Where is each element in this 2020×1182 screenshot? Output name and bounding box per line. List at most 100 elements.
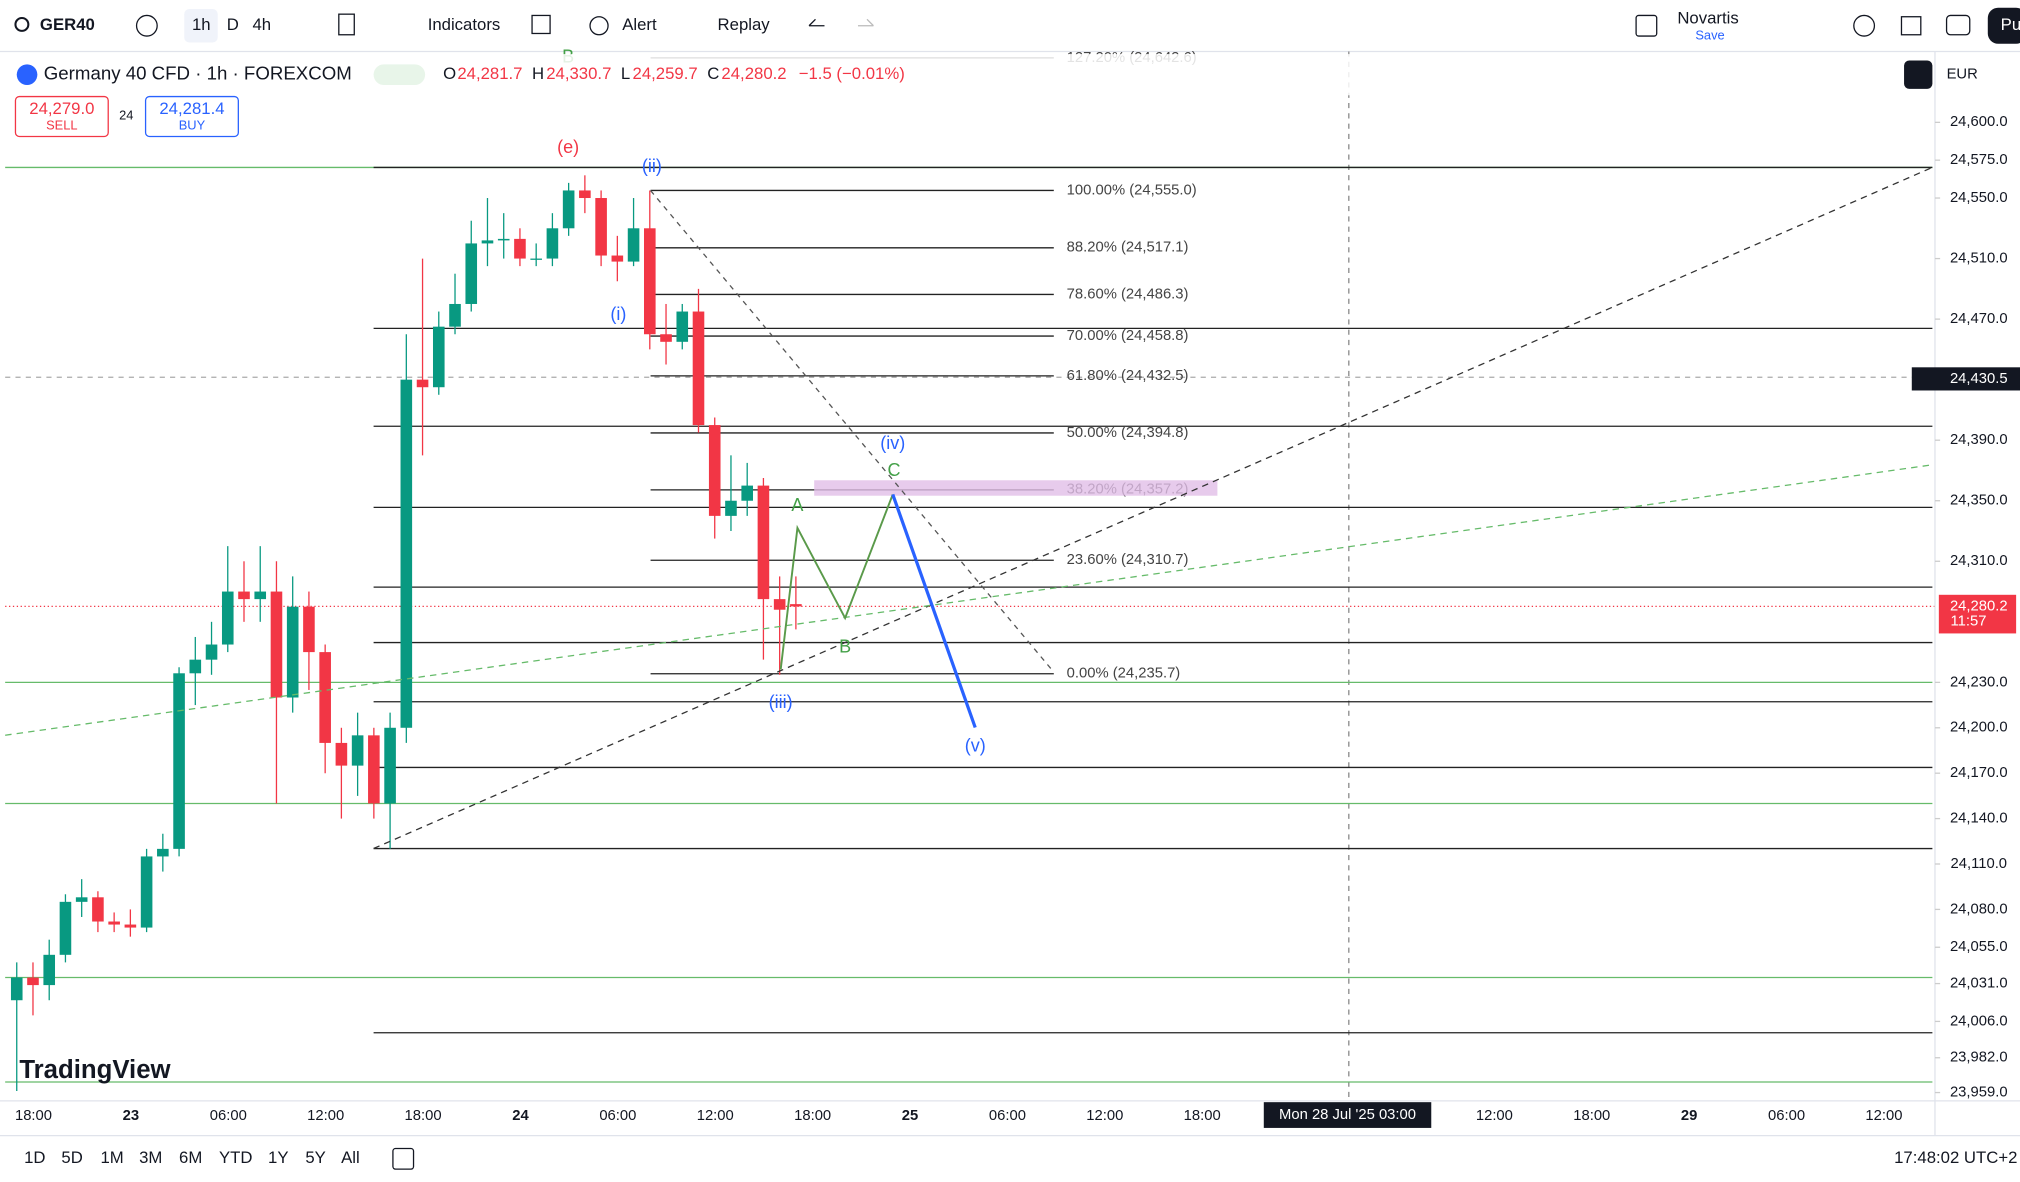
- candle-body: [140, 856, 153, 928]
- buy-button[interactable]: [144, 95, 239, 138]
- indicators-button[interactable]: Indicators: [428, 15, 501, 34]
- wave-label: C: [888, 460, 901, 480]
- candle-body: [497, 238, 510, 241]
- range-button[interactable]: 1Y: [268, 1148, 288, 1167]
- candle-body: [108, 921, 120, 925]
- search-icon[interactable]: [14, 16, 30, 32]
- candle-body: [481, 240, 494, 244]
- x-tick-label: 06:00: [599, 1108, 636, 1124]
- ohlc-value: 24,330.7: [546, 64, 611, 83]
- interval[interactable]: 4h: [253, 15, 272, 34]
- range-button[interactable]: 1D: [24, 1148, 45, 1167]
- fullscreen[interactable]: [1900, 16, 1922, 36]
- replay-button[interactable]: Replay: [718, 15, 771, 34]
- interval[interactable]: D: [227, 15, 239, 34]
- legend: Germany 40 CFD · 1h · FOREXCOM O 24,281.…: [0, 54, 1978, 138]
- alert-button[interactable]: Alert: [622, 15, 657, 34]
- redo[interactable]: [857, 18, 874, 27]
- y-tick-label: 24,575.0: [1950, 152, 2008, 168]
- publish-bg[interactable]: [1987, 7, 2020, 44]
- candle-body: [465, 243, 478, 304]
- sell-button[interactable]: [14, 95, 109, 138]
- date-range-icon[interactable]: [392, 1147, 415, 1170]
- x-tick-label: 12:00: [1086, 1108, 1123, 1124]
- alert-icon[interactable]: [589, 16, 609, 36]
- x-tick-label: 06:00: [989, 1108, 1026, 1124]
- add-symbol[interactable]: [135, 14, 158, 37]
- fib-label: 100.00% (24,555.0): [1067, 182, 1197, 198]
- candle-body: [676, 311, 689, 342]
- layout-icon[interactable]: [1635, 14, 1658, 37]
- crosshair-time-box: [1263, 1102, 1432, 1128]
- publish[interactable]: Pu: [2001, 15, 2020, 34]
- ohlc-label: O: [443, 64, 456, 83]
- toolbar: GER40 1h D 4h Indicators Alert Replay No…: [0, 7, 2020, 53]
- candle-body: [124, 924, 137, 928]
- range-button[interactable]: 1M: [100, 1148, 123, 1167]
- y-tick-label: 24,600.0: [1950, 114, 2008, 130]
- candle-body: [530, 258, 542, 260]
- y-tick-label: 24,200.0: [1950, 720, 2008, 736]
- candle-body: [270, 591, 283, 698]
- sell-price[interactable]: 24,279.0: [29, 99, 94, 118]
- ohlc-label: H: [532, 64, 544, 83]
- candle-body: [725, 500, 737, 516]
- range-button[interactable]: All: [341, 1148, 360, 1167]
- y-tick-label: 24,055.0: [1950, 939, 2008, 955]
- chart-type-icon[interactable]: [338, 13, 355, 36]
- interval-active: [184, 9, 218, 43]
- clock: 17:48:02 UTC+2: [1894, 1148, 2017, 1167]
- ohlc-value: 24,280.2: [721, 64, 786, 83]
- y-tick-label: 24,080.0: [1950, 901, 2008, 917]
- buy-label[interactable]: BUY: [179, 118, 206, 133]
- y-tick-label: 24,140.0: [1950, 811, 2008, 827]
- last-price-box: [1938, 594, 2017, 634]
- y-tick-label: 24,031.0: [1950, 975, 2008, 991]
- scale-button[interactable]: [1904, 60, 1933, 89]
- plot: [5, 51, 1935, 1101]
- undo[interactable]: [808, 18, 825, 27]
- crosshair-price: 24,430.5: [1950, 371, 2008, 387]
- wave-projection: [891, 493, 977, 729]
- candle-body: [303, 606, 315, 653]
- range-button[interactable]: 3M: [139, 1148, 162, 1167]
- range-button[interactable]: 6M: [179, 1148, 202, 1167]
- candle-body: [286, 606, 299, 698]
- buy-price[interactable]: 24,281.4: [159, 99, 224, 118]
- x-tick-label: 12:00: [1476, 1108, 1513, 1124]
- candles: [10, 175, 802, 1092]
- y-tick-label: 24,510.0: [1950, 250, 2008, 266]
- fib-diagonal: [650, 190, 1055, 673]
- candle-body: [384, 727, 396, 804]
- candle-body: [562, 190, 575, 229]
- trend-line: [373, 166, 1933, 850]
- legend-bg: [0, 54, 1935, 96]
- sell-label[interactable]: SELL: [46, 118, 77, 133]
- candle-body: [790, 604, 802, 607]
- candle-body: [189, 659, 202, 674]
- interval[interactable]: 1h: [192, 15, 211, 34]
- layout-name[interactable]: Novartis: [1677, 9, 1738, 28]
- y-tick-label: 24,350.0: [1950, 493, 2008, 509]
- candle-body: [10, 977, 23, 1001]
- range-button[interactable]: 5Y: [305, 1148, 325, 1167]
- candle-body: [92, 897, 104, 922]
- x-tick-label: 12:00: [1865, 1108, 1902, 1124]
- legend-title: Germany 40 CFD · 1h · FOREXCOM: [44, 63, 352, 84]
- symbol[interactable]: GER40: [40, 15, 95, 34]
- fib-label: 78.60% (24,486.3): [1067, 286, 1189, 302]
- settings[interactable]: [1853, 14, 1876, 37]
- x-tick-label: 18:00: [15, 1108, 52, 1124]
- range-button[interactable]: 5D: [61, 1148, 82, 1167]
- last-price: 24,280.2: [1950, 598, 2008, 614]
- save-button[interactable]: Save: [1695, 27, 1724, 42]
- range-button[interactable]: YTD: [219, 1148, 252, 1167]
- snapshot[interactable]: [1945, 14, 1971, 36]
- x-tick-label: 12:00: [697, 1108, 734, 1124]
- y-tick-label: 24,470.0: [1950, 311, 2008, 327]
- layout-icon[interactable]: [531, 14, 551, 35]
- candle-body: [611, 255, 624, 262]
- currency[interactable]: EUR: [1947, 67, 1978, 83]
- candle-body: [351, 735, 364, 766]
